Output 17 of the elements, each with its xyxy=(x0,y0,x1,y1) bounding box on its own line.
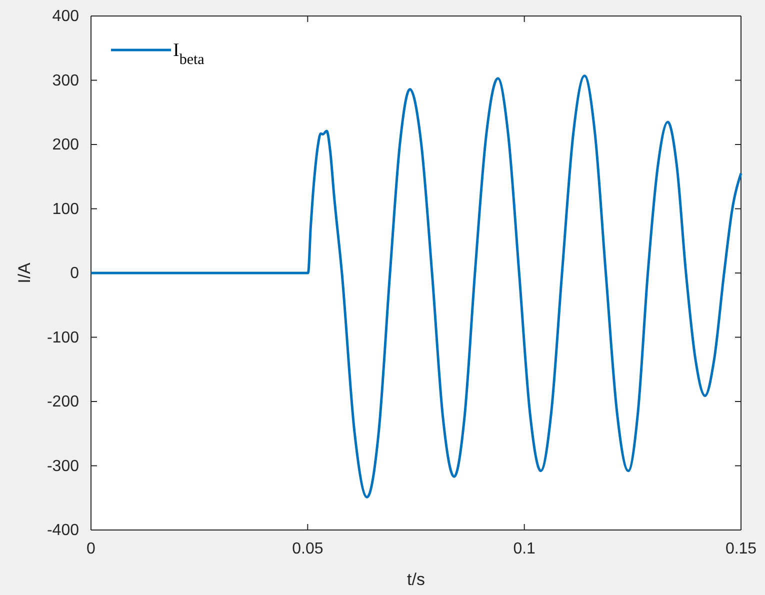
x-axis-title: t/s xyxy=(407,570,425,589)
y-tick-label: 200 xyxy=(52,136,80,154)
line-series xyxy=(90,74,742,498)
y-tick-label: 300 xyxy=(52,72,80,90)
y-tick-label: -400 xyxy=(46,522,80,540)
x-tick-label: 0.05 xyxy=(292,540,324,558)
y-tick-label: 0 xyxy=(70,265,80,282)
x-tick-label: 0 xyxy=(86,540,96,558)
y-tick-label: 400 xyxy=(52,8,80,26)
y-tick-label: -100 xyxy=(46,329,80,346)
legend-label: I$_{beta}$ xyxy=(173,40,205,68)
x-tick-label: 0.1 xyxy=(513,540,536,558)
y-axis-title: I/A xyxy=(15,262,34,284)
y-tick-label: -200 xyxy=(46,394,80,411)
y-tick-label: 100 xyxy=(52,200,80,218)
x-tick-label: 0.15 xyxy=(725,540,757,558)
y-tick-label: -300 xyxy=(46,458,80,475)
